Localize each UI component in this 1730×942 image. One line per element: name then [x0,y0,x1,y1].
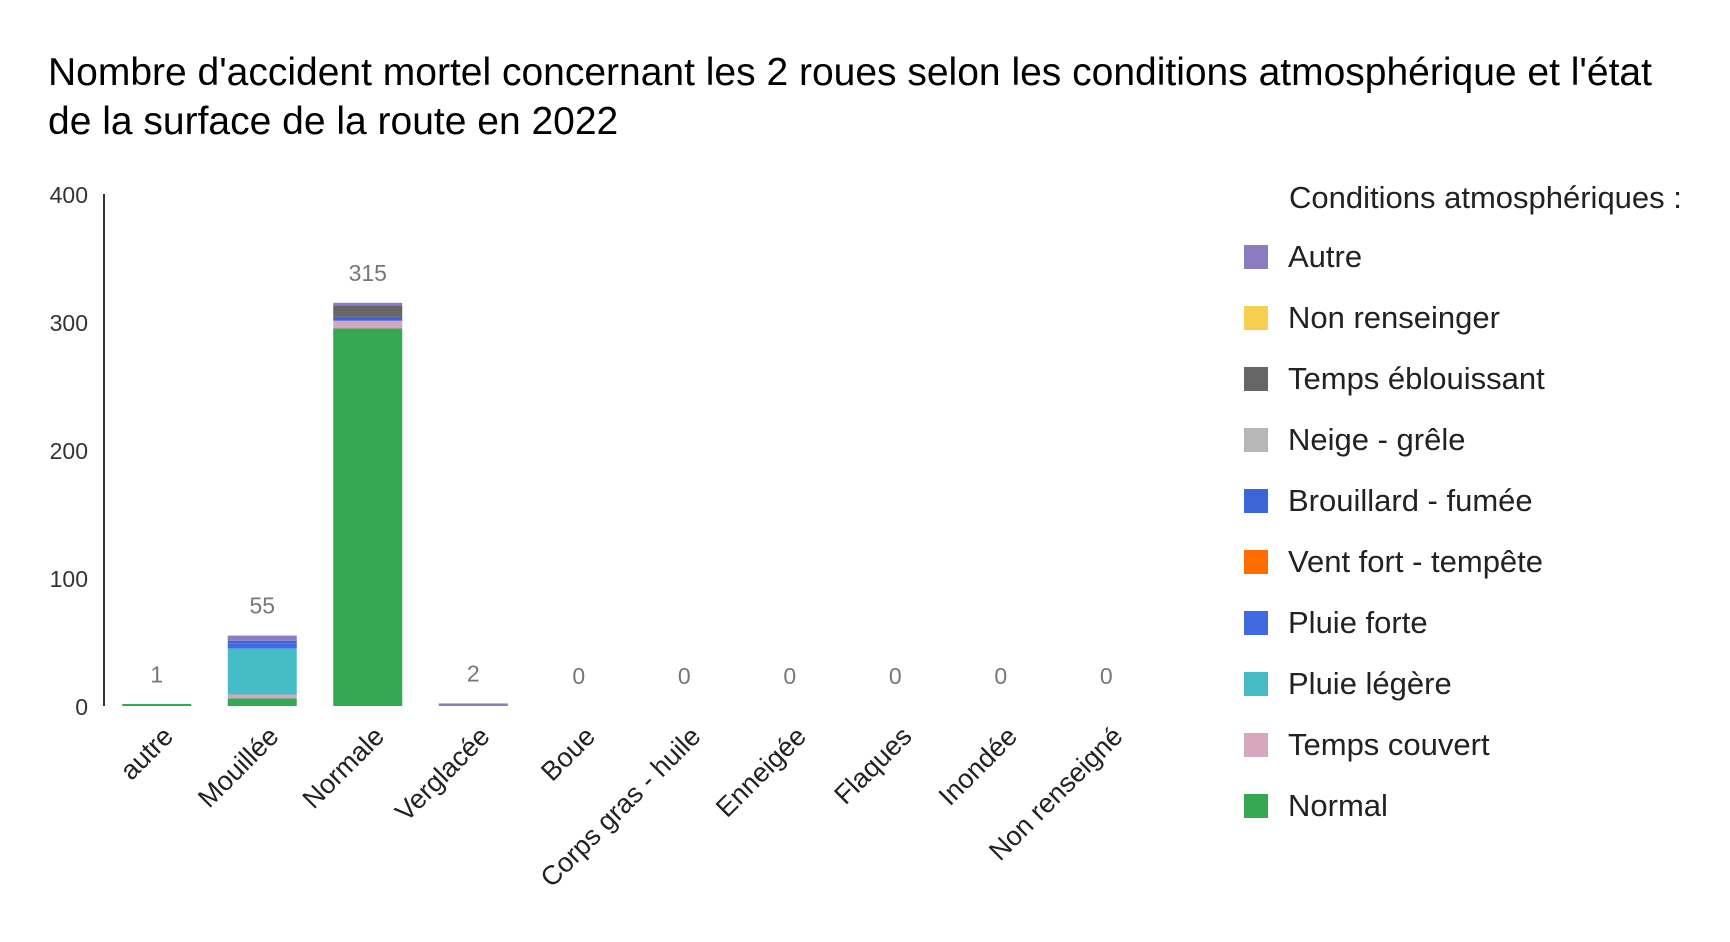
bar-total-label: 0 [994,663,1007,689]
y-tick-label: 100 [50,566,88,592]
bar-segment [227,640,297,644]
legend-item: Temps couvert [1244,714,1714,775]
legend-swatch [1244,549,1268,574]
legend-swatch [1244,488,1268,513]
legend-item: Pluie forte [1244,592,1714,653]
bar-segment [333,302,403,306]
bar-segment [333,316,403,321]
legend-swatch [1244,366,1268,391]
legend-item: Brouillard - fumée [1244,470,1714,531]
bar-segment [122,704,192,706]
legend-item: Non renseinger [1244,287,1714,348]
bar-segment [333,328,403,706]
y-tick-label: 0 [75,694,88,720]
bar-segment [227,643,297,649]
legend-label: Temps éblouissant [1288,360,1545,396]
y-tick-label: 200 [50,438,88,464]
bar-total-label: 55 [249,593,275,619]
bar-total-label: 2 [467,660,480,686]
bars [122,302,508,706]
bar-segment [333,320,403,329]
bar-total-label: 0 [678,663,691,689]
legend-label: Neige - grêle [1288,421,1466,457]
bar-total-label: 0 [1100,663,1113,689]
bar-total-label: 315 [349,260,387,286]
bar-segment [227,648,297,695]
bar-total-label: 0 [783,663,796,689]
legend-title: Conditions atmosphériques : [1289,180,1682,215]
legend-label: Vent fort - tempête [1288,543,1544,579]
legend: Conditions atmosphériques : Autre Non ren… [1244,180,1714,836]
y-tick-label: 400 [50,182,88,208]
legend-item: Pluie légère [1244,653,1714,714]
legend-swatch [1244,305,1268,330]
bar-segment [438,703,508,706]
legend-swatch [1244,732,1268,757]
legend-items: Autre Non renseinger Temps éblouissant Neig… [1244,226,1714,836]
legend-label: Non renseinger [1288,299,1500,335]
legend-swatch [1244,610,1268,635]
x-tick-label: Boue [535,721,601,787]
x-tick-label: Mouillée [192,721,284,813]
bar-total-label: 0 [889,663,902,689]
x-tick-label: Normale [297,721,390,814]
legend-item: Normal [1244,775,1714,836]
bar-total-label: 1 [150,662,163,688]
x-tick-label: Verglacée [389,721,495,827]
y-axis-ticks: 0 100 200 300 400 [50,182,88,720]
total-labels: 1 55 315 2 0 0 0 0 0 0 [150,260,1112,689]
bar-segment [333,305,403,317]
legend-item: Vent fort - tempête [1244,531,1714,592]
legend-label: Pluie légère [1288,665,1452,701]
bar-total-label: 0 [572,663,585,689]
x-tick-label: autre [114,721,179,786]
legend-label: Pluie forte [1288,604,1428,640]
y-tick-label: 300 [50,310,88,336]
legend-label: Normal [1288,787,1388,823]
legend-item: Temps éblouissant [1244,348,1714,409]
bar-segment [227,694,297,699]
bar-segment [227,698,297,706]
chart-title: Nombre d'accident mortel concernant les … [48,51,1652,143]
x-tick-label: Enneigée [710,721,812,823]
legend-item: Neige - grêle [1244,409,1714,470]
legend-label: Autre [1288,238,1363,274]
legend-label: Temps couvert [1288,726,1490,762]
legend-swatch [1244,793,1268,818]
legend-swatch [1244,671,1268,696]
bar-segment [227,635,297,641]
legend-swatch [1244,427,1268,452]
legend-label: Brouillard - fumée [1288,482,1533,518]
legend-item: Autre [1244,226,1714,287]
x-tick-label: Inondée [933,721,1023,811]
x-tick-label: Flaques [828,721,917,810]
legend-swatch [1244,244,1268,269]
